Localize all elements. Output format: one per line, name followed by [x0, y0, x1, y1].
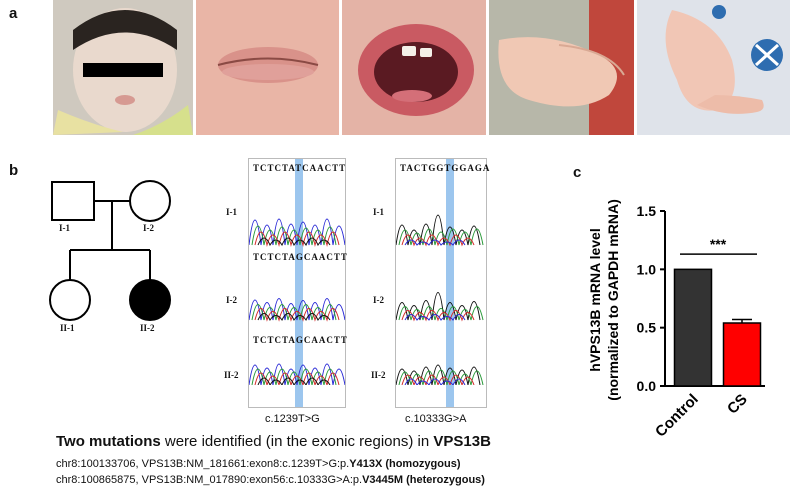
caption-line-1-bold: Y413X (homozygous)	[349, 458, 461, 470]
panel-label-a: a	[9, 5, 18, 22]
chromatogram-2-mutation: c.10333G>A	[405, 413, 467, 425]
photo-foot	[637, 0, 790, 135]
photo-hand	[489, 0, 634, 135]
caption-head-gene: VPS13B	[433, 433, 491, 450]
photo-strip	[53, 0, 790, 135]
bar-chart: hVPS13B mRNA level (normalized to GAPDH m…	[587, 199, 765, 441]
chromatogram-2-sequence-top: TACTGGTGGAGA	[400, 163, 491, 173]
pedigree-chart	[49, 180, 171, 321]
chromatogram-1-row-label-I-2: I-2	[226, 295, 237, 305]
chart-y-tick-label: 0.5	[637, 320, 657, 336]
caption-head-mid: were identified (in the exonic regions) …	[160, 433, 434, 450]
chromatogram-2-row-label-I-2: I-2	[373, 295, 384, 305]
chromatogram-1-highlight	[295, 159, 303, 407]
photo-lips	[196, 0, 339, 135]
chart-y-tick-label: 1.5	[637, 203, 657, 219]
pedigree-label-I-1: I-1	[59, 223, 70, 233]
caption-headline: Two mutations were identified (in the ex…	[56, 433, 491, 450]
chromatogram-2-row-label-I-1: I-1	[373, 207, 384, 217]
chart-category-label: Control	[652, 391, 702, 441]
chromatogram-1-row-label-II-2: II-2	[224, 370, 239, 380]
chromatogram-1-traces	[249, 218, 345, 385]
chromatogram-1-row-label-I-1: I-1	[226, 207, 237, 217]
pedigree-female-I-2	[129, 180, 171, 222]
chromatogram-2-highlight	[446, 159, 454, 407]
pedigree-label-I-2: I-2	[143, 223, 154, 233]
panel-label-c: c	[573, 164, 582, 181]
caption-line-1-prefix: chr8:100133706, VPS13B:NM_181661:exon8:c…	[56, 458, 350, 470]
chromatogram-1-sequence-bottom: TCTCTAGCAACTT	[253, 335, 348, 345]
chromatogram-1-sequence-top: TCTCTATCAACTT	[253, 163, 347, 173]
pedigree-label-II-1: II-1	[60, 323, 75, 333]
caption-line-2: chr8:100865875, VPS13B:NM_017890:exon56:…	[56, 474, 485, 486]
chart-significance-label: ***	[710, 236, 727, 252]
chromatogram-1-mutation: c.1239T>G	[265, 413, 320, 425]
chromatogram-1: TCTCTATCAACTT TCTCTAGCAACTT TCTCTAGCAACT…	[248, 158, 348, 408]
caption-line-1: chr8:100133706, VPS13B:NM_181661:exon8:c…	[56, 458, 461, 470]
photo-mouth	[342, 0, 486, 135]
chromatogram-2: TACTGGTGGAGA	[395, 158, 491, 408]
panel-label-b: b	[9, 162, 19, 179]
chromatogram-2-traces	[396, 214, 484, 385]
photo-face	[53, 0, 193, 135]
chart-bar-control	[673, 268, 713, 387]
chart-category-label: CS	[724, 391, 751, 418]
chart-y-tick-label: 1.0	[637, 261, 657, 277]
caption-line-2-bold: V3445M (heterozygous)	[362, 474, 485, 486]
chromatogram-2-row-label-II-2: II-2	[371, 370, 386, 380]
pedigree-label-II-2: II-2	[140, 323, 155, 333]
pedigree-male-I-1	[51, 181, 95, 221]
caption-line-2-prefix: chr8:100865875, VPS13B:NM_017890:exon56:…	[56, 474, 363, 486]
caption-head-bold: Two mutations	[56, 433, 161, 450]
pedigree-female-II-1	[49, 279, 91, 321]
pedigree-affected-female-II-2	[129, 279, 171, 321]
chart-bar-cs	[722, 322, 762, 387]
chart-y-tick-label: 0.0	[637, 378, 657, 394]
chromatogram-1-sequence-mid: TCTCTAGCAACTT	[253, 252, 348, 262]
chart-y-axis-label: hVPS13B mRNA level (normalized to GAPDH m…	[587, 199, 621, 400]
